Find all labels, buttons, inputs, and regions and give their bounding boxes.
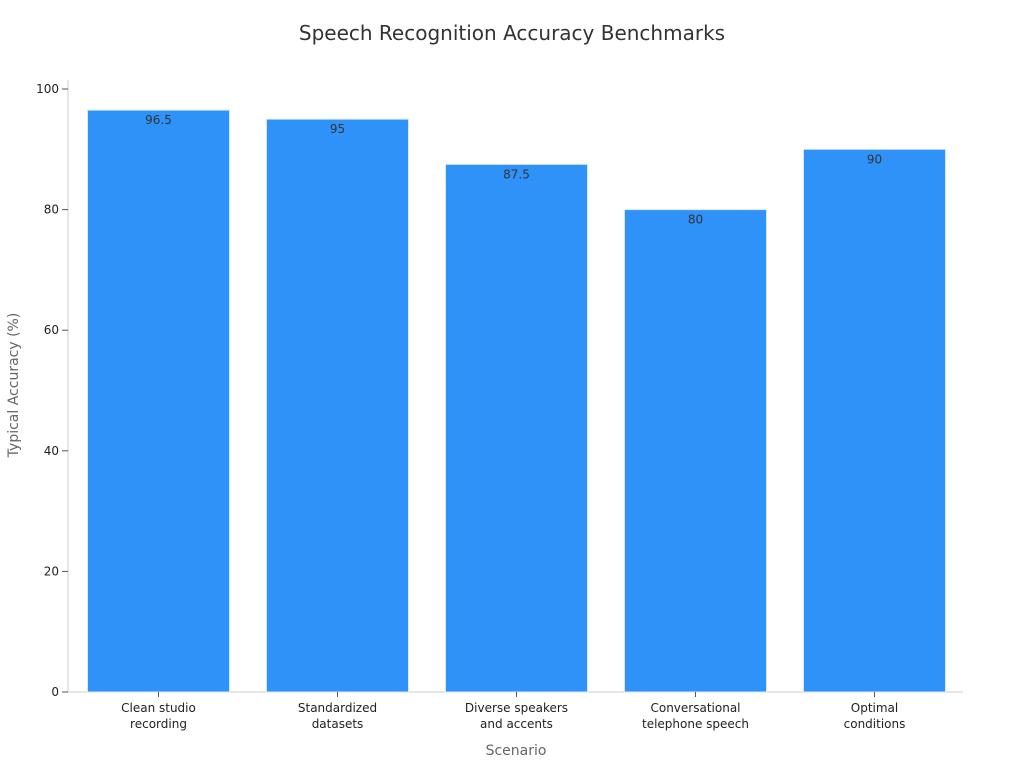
- bar: [266, 118, 409, 693]
- bar-value-label: 80: [688, 213, 703, 227]
- x-tick-label: telephone speech: [642, 717, 749, 731]
- y-tick-label: 0: [51, 685, 59, 699]
- y-tick-label: 100: [36, 82, 59, 96]
- bar: [87, 109, 230, 693]
- bar-value-label: 95: [330, 122, 345, 136]
- x-tick-label: Standardized: [298, 701, 377, 715]
- x-tick-label: Optimal: [851, 701, 898, 715]
- bar-value-label: 87.5: [503, 167, 530, 181]
- bar: [445, 163, 588, 693]
- bar-value-label: 90: [867, 152, 882, 166]
- x-tick-label: and accents: [480, 717, 553, 731]
- y-tick-label: 60: [44, 323, 59, 337]
- x-tick-label: recording: [130, 717, 187, 731]
- y-tick-label: 80: [44, 203, 59, 217]
- x-tick-label: datasets: [312, 717, 364, 731]
- x-tick-label: Diverse speakers: [465, 701, 568, 715]
- x-axis-title: Scenario: [486, 743, 547, 759]
- bar: [803, 148, 946, 693]
- bar: [624, 209, 767, 693]
- x-tick-label: Clean studio: [121, 701, 196, 715]
- y-tick-label: 40: [44, 444, 59, 458]
- y-tick-label: 20: [44, 564, 59, 578]
- bar-value-label: 96.5: [145, 113, 172, 127]
- x-tick-label: conditions: [844, 717, 906, 731]
- x-tick-label: Conversational: [650, 701, 740, 715]
- y-axis-title: Typical Accuracy (%): [6, 313, 22, 459]
- chart-title: Speech Recognition Accuracy Benchmarks: [299, 21, 725, 45]
- plot-area: 0 20 40 60 80 100 96.5 Clean studio recording 95 S…: [36, 80, 963, 731]
